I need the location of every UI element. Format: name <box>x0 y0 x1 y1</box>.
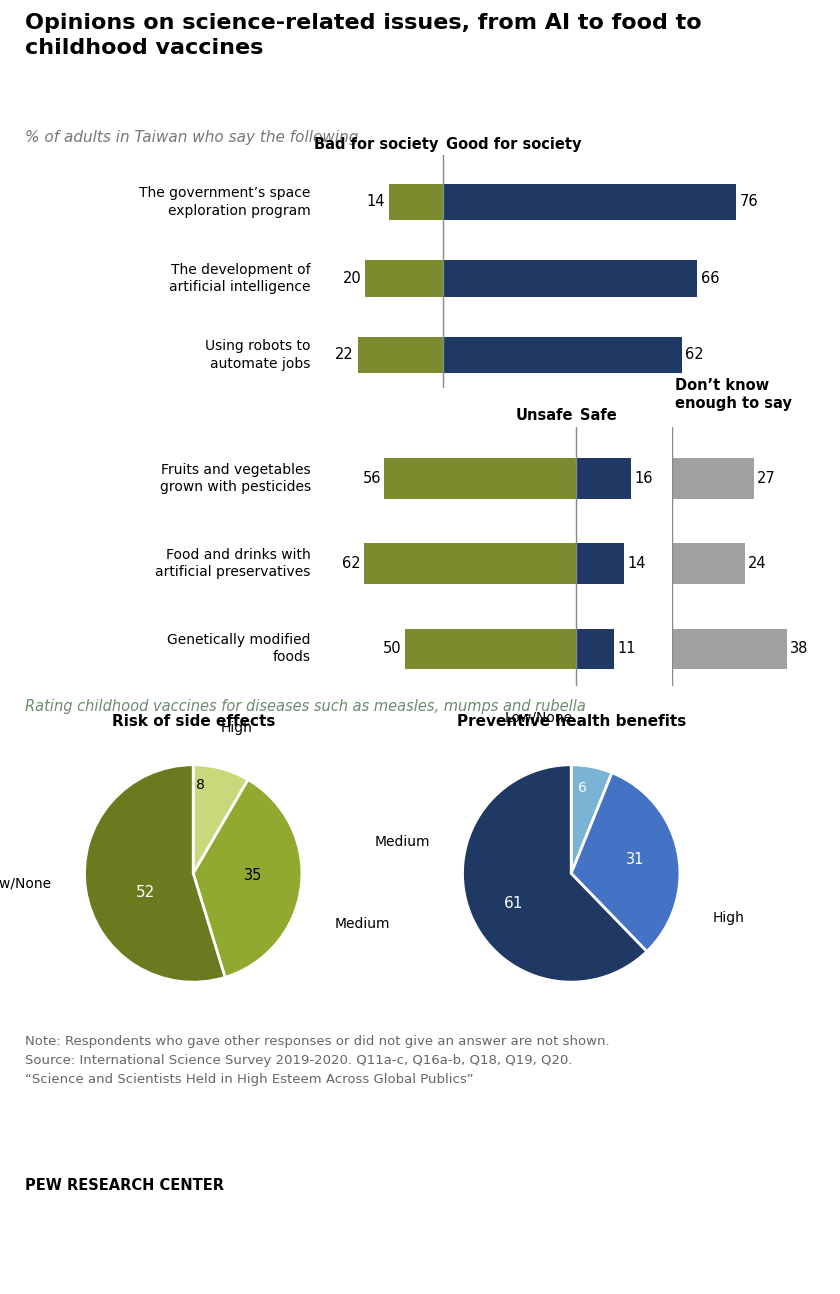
Text: Good for society: Good for society <box>446 137 582 151</box>
Text: Genetically modified
foods: Genetically modified foods <box>167 633 311 665</box>
Text: Bad for society: Bad for society <box>314 137 438 151</box>
Text: Opinions on science-related issues, from AI to food to
childhood vaccines: Opinions on science-related issues, from… <box>25 13 702 58</box>
Bar <box>365 260 443 296</box>
Text: Fruits and vegetables
grown with pesticides: Fruits and vegetables grown with pestici… <box>160 463 311 494</box>
Text: 20: 20 <box>343 270 361 286</box>
Text: Low/None: Low/None <box>0 876 52 890</box>
Text: 22: 22 <box>335 347 354 362</box>
Bar <box>443 260 697 296</box>
Text: 8: 8 <box>197 778 205 792</box>
Wedge shape <box>193 779 302 977</box>
Bar <box>405 629 576 669</box>
Bar <box>576 629 614 669</box>
Text: 66: 66 <box>701 270 719 286</box>
Text: 56: 56 <box>362 471 381 487</box>
Wedge shape <box>85 765 225 982</box>
Text: 62: 62 <box>685 347 704 362</box>
Text: Safe: Safe <box>580 409 617 423</box>
Text: 38: 38 <box>790 642 808 656</box>
Text: 50: 50 <box>383 642 402 656</box>
Text: 27: 27 <box>757 471 775 487</box>
Text: Rating childhood vaccines for diseases such as measles, mumps and rubella: Rating childhood vaccines for diseases s… <box>25 699 586 714</box>
Text: Food and drinks with
artificial preservatives: Food and drinks with artificial preserva… <box>155 549 311 580</box>
Wedge shape <box>193 765 248 873</box>
Bar <box>576 458 631 499</box>
Text: 16: 16 <box>634 471 653 487</box>
Text: Note: Respondents who gave other responses or did not give an answer are not sho: Note: Respondents who gave other respons… <box>25 1035 610 1086</box>
Title: Preventive health benefits: Preventive health benefits <box>457 714 685 730</box>
Text: Medium: Medium <box>375 835 430 849</box>
Text: 52: 52 <box>136 885 155 899</box>
Text: The government’s space
exploration program: The government’s space exploration progr… <box>139 186 311 217</box>
Text: 35: 35 <box>244 868 262 883</box>
Text: Don’t know
enough to say: Don’t know enough to say <box>675 378 792 410</box>
Bar <box>443 184 736 220</box>
Text: Unsafe: Unsafe <box>515 409 573 423</box>
Text: 24: 24 <box>748 556 766 572</box>
Bar <box>358 336 443 373</box>
Bar <box>384 458 576 499</box>
Wedge shape <box>571 765 612 873</box>
Title: Risk of side effects: Risk of side effects <box>112 714 275 730</box>
Text: The development of
artificial intelligence: The development of artificial intelligen… <box>170 263 311 294</box>
Text: Low/None: Low/None <box>505 710 573 725</box>
Text: 76: 76 <box>739 194 759 210</box>
Text: PEW RESEARCH CENTER: PEW RESEARCH CENTER <box>25 1178 224 1193</box>
Text: High: High <box>220 721 252 735</box>
Text: 62: 62 <box>342 556 360 572</box>
Bar <box>443 336 681 373</box>
Bar <box>672 543 744 584</box>
Bar <box>389 184 443 220</box>
Text: High: High <box>712 911 744 925</box>
Text: Using robots to
automate jobs: Using robots to automate jobs <box>205 339 311 370</box>
Text: 61: 61 <box>503 895 522 911</box>
Text: 6: 6 <box>578 780 587 795</box>
Text: 31: 31 <box>626 851 644 867</box>
Text: 11: 11 <box>617 642 636 656</box>
Bar <box>364 543 576 584</box>
Text: 14: 14 <box>366 194 385 210</box>
Bar <box>672 458 753 499</box>
Bar <box>672 629 787 669</box>
Bar <box>576 543 624 584</box>
Text: 14: 14 <box>627 556 646 572</box>
Text: % of adults in Taiwan who say the following: % of adults in Taiwan who say the follow… <box>25 129 359 145</box>
Wedge shape <box>463 765 647 982</box>
Wedge shape <box>571 773 680 951</box>
Text: Medium: Medium <box>334 916 390 930</box>
